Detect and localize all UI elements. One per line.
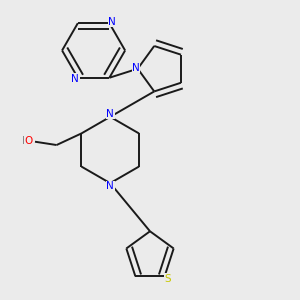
Text: N: N: [108, 17, 116, 27]
Text: N: N: [132, 63, 140, 73]
Text: O: O: [24, 136, 33, 146]
Text: H: H: [22, 136, 29, 146]
Text: S: S: [165, 274, 171, 284]
Text: N: N: [71, 74, 79, 84]
Text: N: N: [106, 182, 114, 191]
Text: N: N: [106, 109, 114, 118]
